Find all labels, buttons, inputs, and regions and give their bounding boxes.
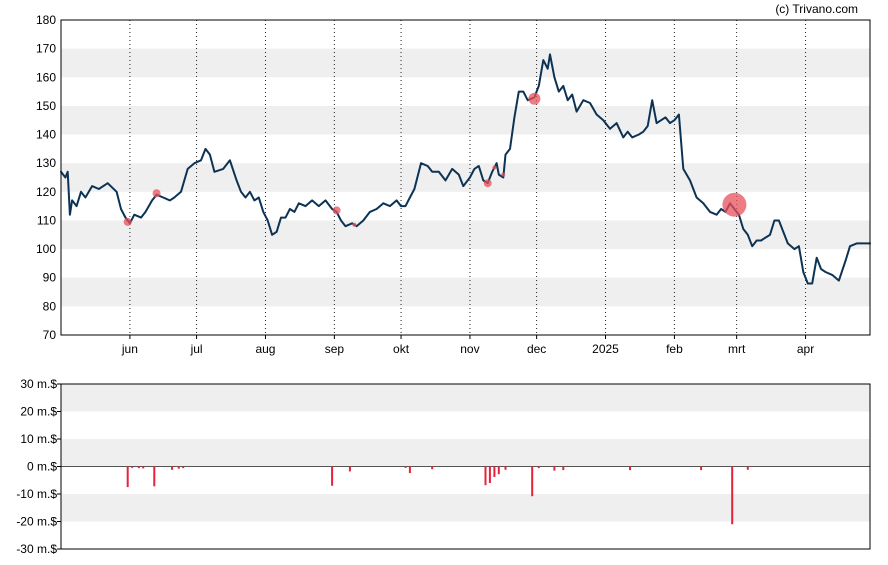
volume-bar: [484, 466, 487, 486]
price-panel: 70 80 90 100 110 120 130 140 150 160 170 180 jun jul…: [36, 13, 871, 356]
price-y-tick-label: 100: [36, 242, 56, 256]
price-grid-band: [61, 277, 870, 307]
price-y-tick-label: 110: [37, 213, 56, 227]
price-marker: [501, 172, 506, 177]
price-y-axis: 70 80 90 100 110 120 130 140 150 160 170 180: [36, 13, 56, 342]
volume-bar: [408, 466, 411, 474]
price-x-tick-label: jul: [190, 342, 203, 356]
price-x-tick-label: 2025: [592, 342, 619, 356]
volume-y-tick-label: -10 m.$: [16, 487, 57, 501]
price-marker: [123, 217, 132, 226]
price-x-tick-label: dec: [527, 342, 546, 356]
price-x-tick-label: nov: [460, 342, 479, 356]
volume-bar: [131, 466, 134, 468]
volume-bar: [504, 466, 507, 470]
volume-bar: [137, 466, 140, 469]
volume-bar: [488, 466, 491, 483]
volume-bar: [493, 466, 496, 477]
price-grid-band: [61, 220, 870, 250]
price-y-tick-label: 170: [36, 42, 56, 56]
volume-bar: [182, 466, 185, 469]
volume-bar: [431, 466, 434, 470]
volume-bar: [562, 466, 565, 471]
price-x-tick-label: mrt: [728, 342, 746, 356]
volume-bar: [746, 466, 749, 470]
volume-grid-bands: [61, 384, 870, 522]
volume-bar: [171, 466, 174, 470]
price-x-tick-label: okt: [393, 342, 410, 356]
price-marker: [483, 179, 492, 188]
volume-bar: [331, 466, 334, 486]
price-markers: [123, 92, 747, 227]
price-x-tick-label: aug: [255, 342, 275, 356]
price-grid-band: [61, 163, 870, 192]
volume-bar: [126, 466, 129, 488]
volume-bar: [700, 466, 703, 471]
price-panel-frame: [60, 19, 871, 336]
price-x-tick-label: jun: [121, 342, 138, 356]
price-y-tick-label: 180: [36, 13, 56, 27]
volume-bars: [126, 466, 749, 525]
volume-y-tick-label: 10 m.$: [20, 432, 57, 446]
price-marker: [352, 222, 357, 227]
volume-bar: [348, 466, 351, 472]
volume-grid-band: [61, 384, 870, 412]
price-y-tick-label: 160: [36, 70, 56, 84]
volume-y-tick-label: -30 m.$: [16, 542, 57, 556]
price-x-axis: jun jul aug sep okt nov dec 2025 feb mrt apr: [121, 335, 814, 356]
volume-bar: [629, 466, 631, 471]
price-marker: [722, 192, 747, 217]
volume-bar: [177, 466, 180, 469]
volume-bar: [497, 466, 500, 475]
price-x-tick-label: feb: [666, 342, 683, 356]
price-grid-band: [61, 48, 870, 78]
price-x-tick-label: apr: [797, 342, 814, 356]
volume-bar: [537, 466, 540, 469]
volume-bar: [531, 466, 534, 497]
price-y-tick-label: 70: [43, 328, 57, 342]
price-y-tick-label: 130: [36, 156, 56, 170]
volume-panel: -30 m.$ -20 m.$ -10 m.$ 0 m.$ 10 m.$ 20 m.$ 30…: [16, 377, 871, 556]
price-y-tick-label: 120: [36, 185, 56, 199]
price-y-tick-label: 150: [36, 99, 56, 113]
price-marker: [332, 206, 341, 215]
volume-y-axis: -30 m.$ -20 m.$ -10 m.$ 0 m.$ 10 m.$ 20 m.$ 30…: [16, 377, 61, 556]
volume-grid-band: [61, 439, 870, 467]
price-marker: [492, 165, 497, 170]
price-y-tick-label: 140: [36, 128, 56, 142]
price-grid-bands: [61, 48, 870, 307]
volume-grid-band: [61, 494, 870, 522]
volume-y-tick-label: 20 m.$: [20, 405, 57, 419]
price-month-gridlines: [129, 20, 807, 335]
volume-y-tick-label: -20 m.$: [16, 515, 57, 529]
volume-bar: [404, 466, 407, 468]
volume-bar: [153, 466, 156, 487]
volume-bar: [553, 466, 556, 471]
price-y-tick-label: 90: [43, 271, 57, 285]
volume-bar: [142, 466, 145, 469]
volume-y-tick-label: 30 m.$: [20, 377, 57, 391]
price-marker: [528, 92, 541, 105]
volume-bar: [731, 466, 734, 525]
price-y-tick-label: 80: [43, 299, 57, 313]
price-grid-band: [61, 105, 870, 135]
copyright-watermark: (c) Trivano.com: [775, 2, 858, 16]
price-x-tick-label: sep: [325, 342, 345, 356]
volume-y-tick-label: 0 m.$: [27, 460, 57, 474]
price-marker: [152, 189, 161, 198]
